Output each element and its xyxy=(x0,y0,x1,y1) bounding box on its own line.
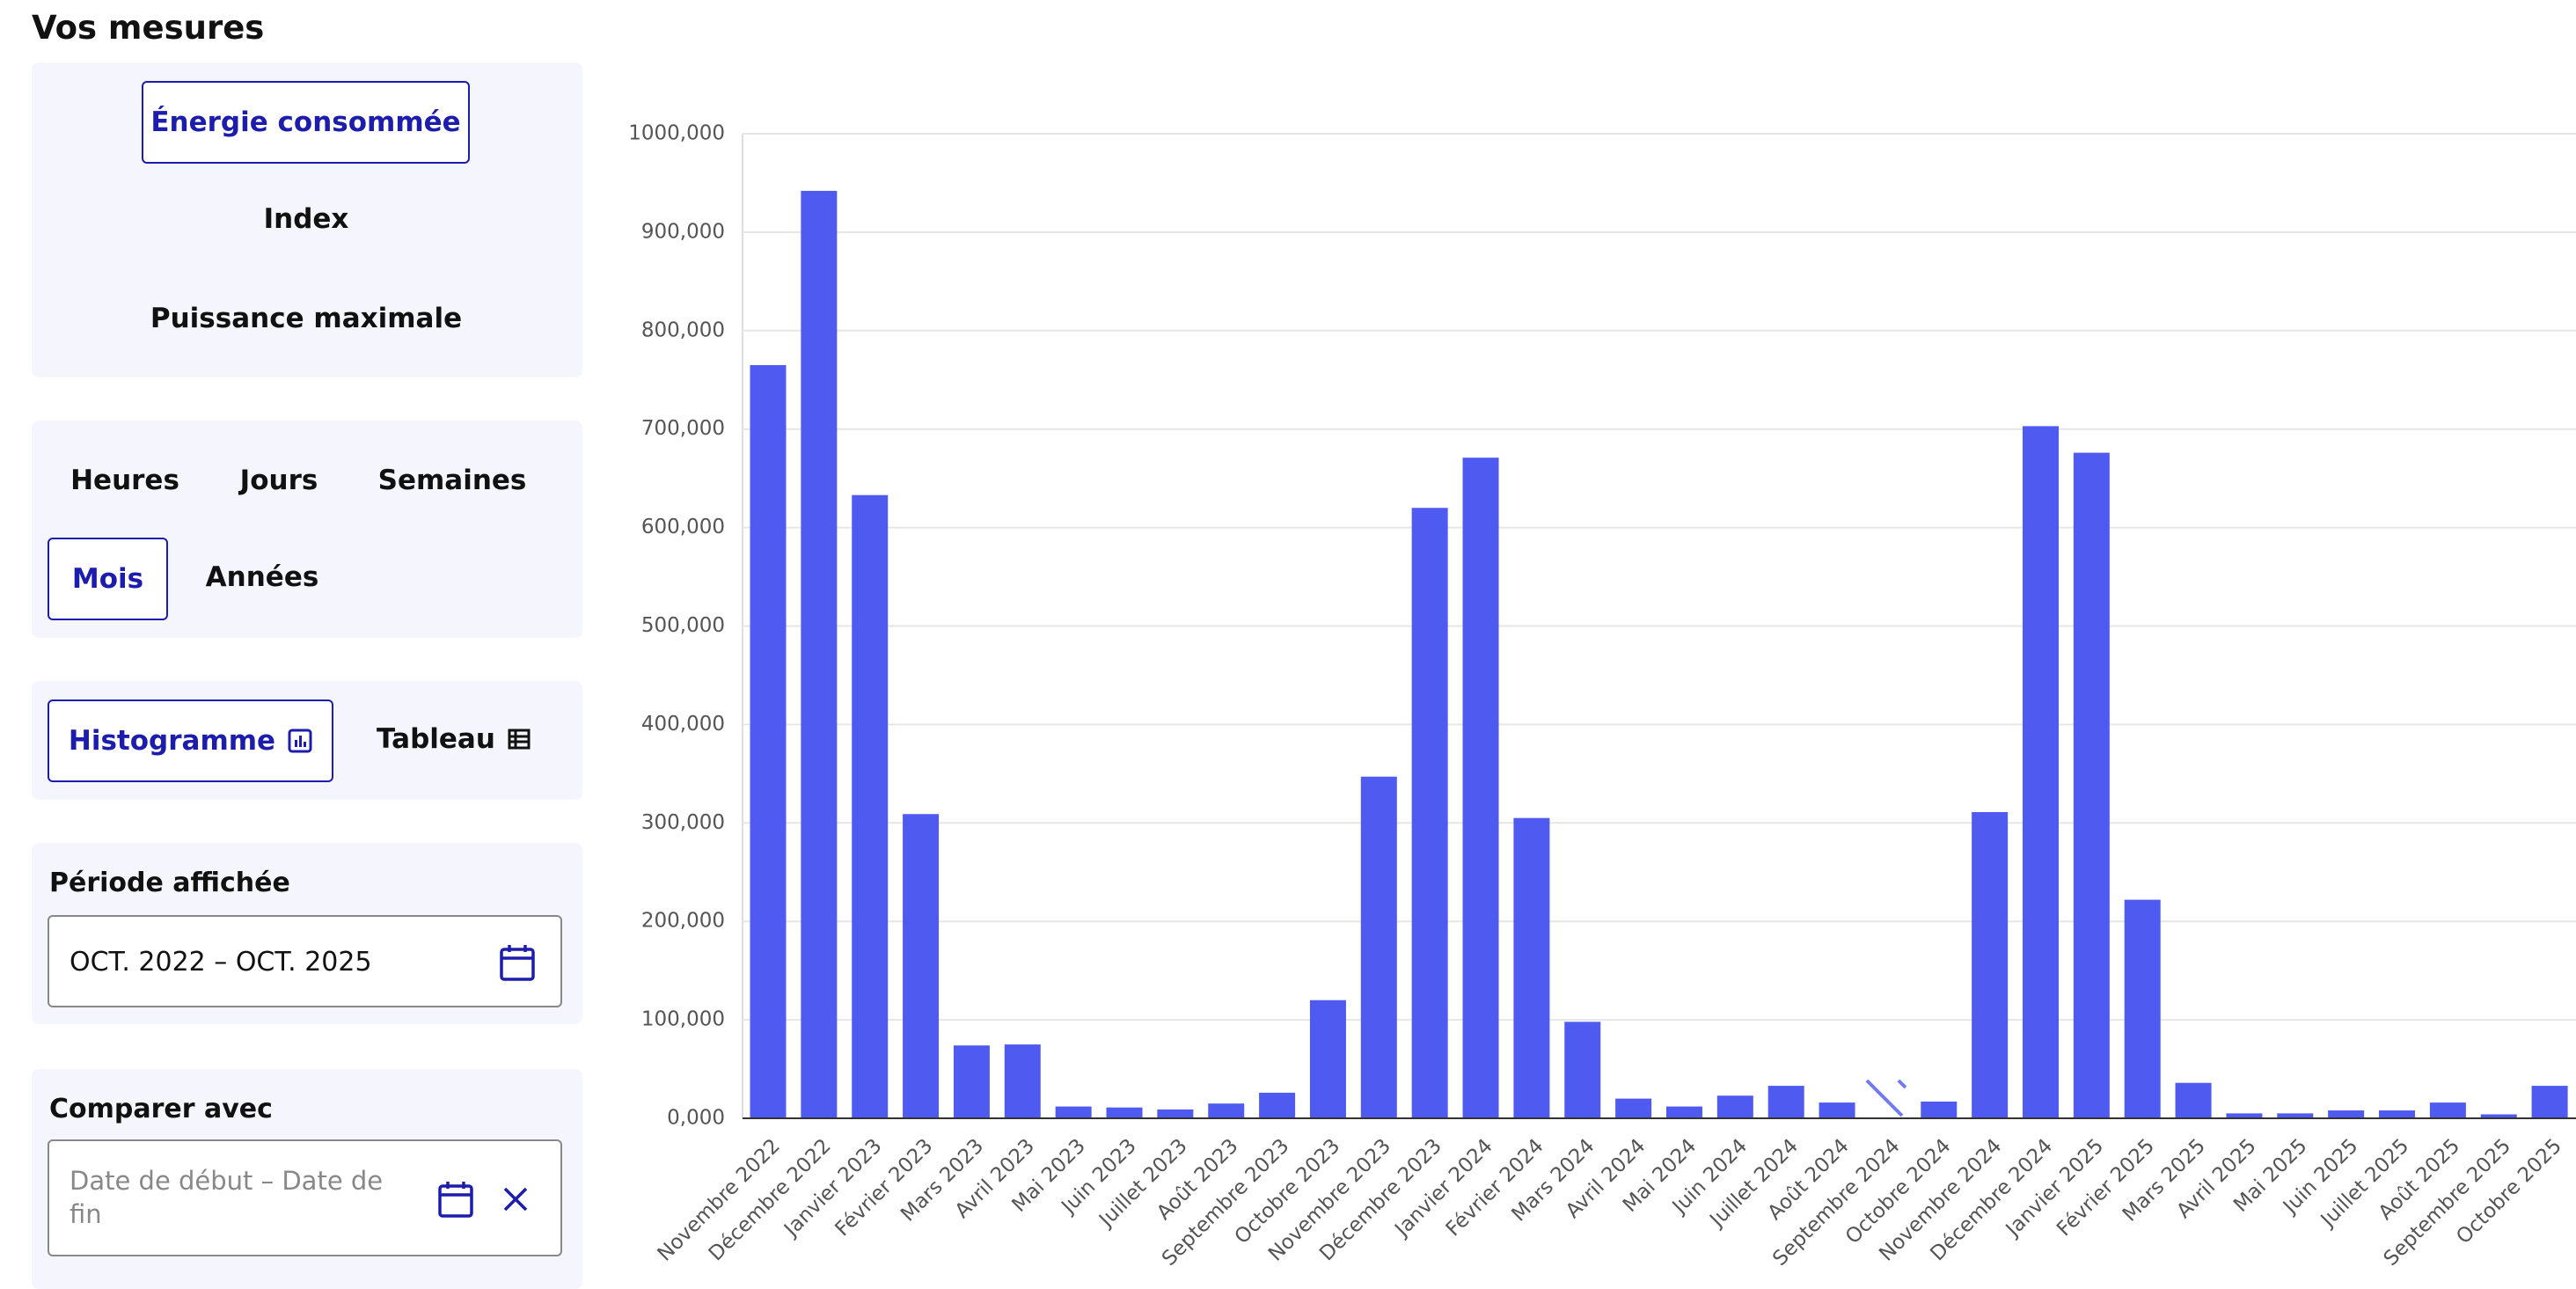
period-value: OCT. 2022 – OCT. 2025 xyxy=(70,947,372,978)
bar xyxy=(1665,1106,1702,1118)
measure-panel: Énergie consommée Index Puissance maxima… xyxy=(32,62,582,377)
bar xyxy=(953,1045,990,1118)
bar xyxy=(1106,1107,1143,1118)
bar xyxy=(1360,776,1397,1118)
y-tick-label: 100,000 xyxy=(641,1008,725,1031)
bar xyxy=(2124,899,2161,1118)
measure-option-selected[interactable]: Énergie consommée xyxy=(142,81,470,164)
y-tick-label: 900,000 xyxy=(641,220,725,243)
bar xyxy=(1921,1101,1958,1118)
y-tick-label: 700,000 xyxy=(641,417,725,440)
bar xyxy=(1208,1103,1245,1118)
calendar-icon[interactable] xyxy=(498,943,537,982)
bar xyxy=(1055,1106,1092,1118)
missing-data-hatch xyxy=(1897,1079,1907,1089)
bar xyxy=(750,364,787,1119)
bar xyxy=(1309,1000,1346,1118)
missing-data-hatch xyxy=(1865,1079,1904,1117)
y-tick-label: 0,000 xyxy=(667,1107,725,1130)
view-option-selected[interactable]: Histogramme xyxy=(48,699,333,782)
bar xyxy=(1767,1086,1804,1118)
period-panel: Période affichée OCT. 2022 – OCT. 2025 xyxy=(32,843,582,1024)
calendar-icon[interactable] xyxy=(436,1180,475,1219)
period-label: Période affichée xyxy=(49,868,290,898)
step-option[interactable]: Semaines xyxy=(377,465,527,496)
bar xyxy=(801,190,838,1119)
step-panel: Heures Jours Semaines Mois Années xyxy=(32,421,582,638)
y-tick-label: 1000,000 xyxy=(628,122,725,145)
bar xyxy=(1819,1102,1855,1118)
compare-label: Comparer avec xyxy=(49,1094,273,1124)
bar xyxy=(1259,1092,1296,1118)
bar xyxy=(1157,1109,1194,1118)
y-tick-label: 500,000 xyxy=(641,614,725,637)
period-input[interactable]: OCT. 2022 – OCT. 2025 xyxy=(48,915,562,1007)
view-option[interactable]: Tableau xyxy=(377,723,531,755)
view-panel: Histogramme Tableau xyxy=(32,681,582,800)
y-tick-label: 600,000 xyxy=(641,516,725,538)
view-option-label: Histogramme xyxy=(68,725,276,757)
bar xyxy=(2175,1082,2212,1118)
bar xyxy=(1513,817,1550,1118)
page-title: Vos mesures xyxy=(32,9,265,47)
bar xyxy=(1004,1044,1041,1118)
compare-placeholder: Date de début – Date de fin xyxy=(70,1166,384,1229)
y-tick-label: 400,000 xyxy=(641,713,725,736)
bar xyxy=(903,814,940,1118)
table-icon xyxy=(508,729,531,750)
bar xyxy=(1564,1022,1601,1118)
view-option-label: Tableau xyxy=(377,723,495,755)
clear-icon[interactable] xyxy=(501,1185,530,1213)
histogram-icon xyxy=(288,729,312,753)
bar xyxy=(2429,1102,2466,1118)
bar xyxy=(2226,1113,2263,1118)
bar xyxy=(852,494,889,1118)
bar xyxy=(1716,1095,1753,1118)
step-option[interactable]: Heures xyxy=(70,465,179,496)
bar xyxy=(1615,1098,1652,1118)
y-tick-label: 300,000 xyxy=(641,811,725,834)
step-option[interactable]: Jours xyxy=(239,465,318,496)
step-option[interactable]: Années xyxy=(205,561,319,593)
bar xyxy=(2531,1086,2568,1118)
compare-input[interactable]: Date de début – Date de fin xyxy=(48,1139,562,1256)
bar xyxy=(2328,1110,2365,1118)
compare-panel: Comparer avec Date de début – Date de fi… xyxy=(32,1069,582,1289)
bar xyxy=(2480,1114,2517,1118)
measure-option[interactable]: Puissance maximale xyxy=(150,303,463,334)
step-option-selected[interactable]: Mois xyxy=(48,538,168,620)
bar xyxy=(1462,458,1499,1118)
measure-option[interactable]: Index xyxy=(263,203,349,235)
bar xyxy=(1411,508,1448,1118)
bar xyxy=(2073,452,2110,1118)
bar xyxy=(2379,1110,2416,1118)
bar xyxy=(2277,1113,2314,1118)
bar xyxy=(2023,426,2059,1118)
y-tick-label: 800,000 xyxy=(641,319,725,341)
bar xyxy=(1972,811,2009,1118)
y-tick-label: 200,000 xyxy=(641,910,725,933)
